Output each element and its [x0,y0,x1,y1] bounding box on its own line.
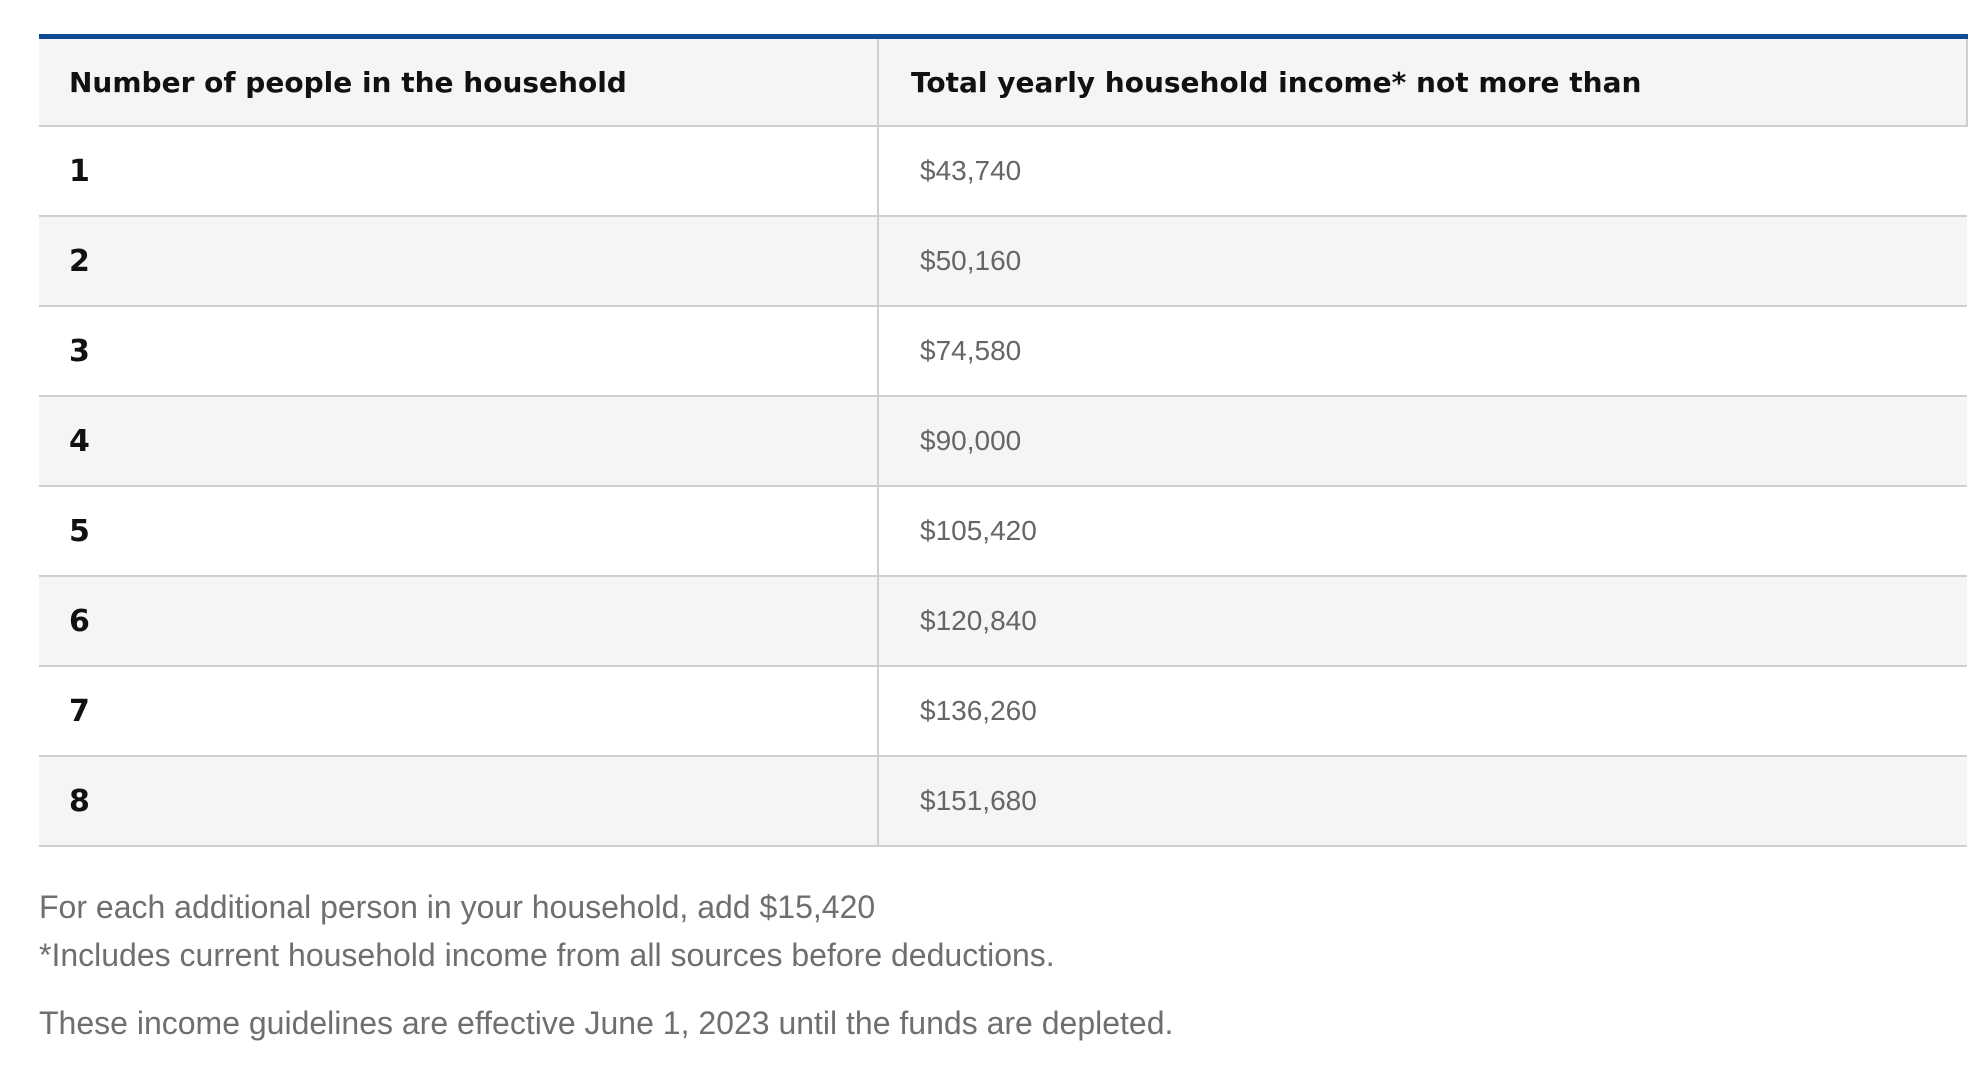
household-size-cell: 4 [39,396,878,487]
income-limit-cell: $151,680 [877,756,1967,847]
table-row: 8 $151,680 [39,756,1967,847]
income-limit-cell: $105,420 [877,486,1967,577]
income-limit-cell: $43,740 [877,126,1967,217]
household-size-cell: 1 [39,126,878,217]
income-limit-cell: $50,160 [877,216,1967,307]
income-footnote: *Includes current household income from … [39,937,1055,973]
household-size-cell: 7 [39,666,878,757]
table-row: 1 $43,740 [39,126,1967,217]
table-notes: For each additional person in your house… [39,883,1967,1047]
household-size-cell: 8 [39,756,878,847]
table-body: 1 $43,740 2 $50,160 3 $74,580 4 $90,000 … [39,126,1967,847]
table-row: 6 $120,840 [39,576,1967,667]
income-guidelines-table: Number of people in the household Total … [39,34,1968,847]
household-size-cell: 6 [39,576,878,667]
table-header: Number of people in the household Total … [39,36,1968,127]
additional-person-note: For each additional person in your house… [39,889,876,925]
table-row: 5 $105,420 [39,486,1967,577]
column-header-household-size: Number of people in the household [39,36,878,127]
table-row: 2 $50,160 [39,216,1967,307]
table-row: 3 $74,580 [39,306,1967,397]
income-limit-cell: $120,840 [877,576,1967,667]
table-row: 4 $90,000 [39,396,1967,487]
household-size-cell: 3 [39,306,878,397]
income-limit-cell: $74,580 [877,306,1967,397]
effective-date-note: These income guidelines are effective Ju… [39,1005,1174,1041]
income-limit-cell: $90,000 [877,396,1967,487]
column-header-yearly-income: Total yearly household income* not more … [877,36,1968,127]
table-header-row: Number of people in the household Total … [39,36,1968,127]
household-size-cell: 5 [39,486,878,577]
household-size-cell: 2 [39,216,878,307]
table-row: 7 $136,260 [39,666,1967,757]
income-guidelines-section: Number of people in the household Total … [39,34,1968,1047]
income-limit-cell: $136,260 [877,666,1967,757]
